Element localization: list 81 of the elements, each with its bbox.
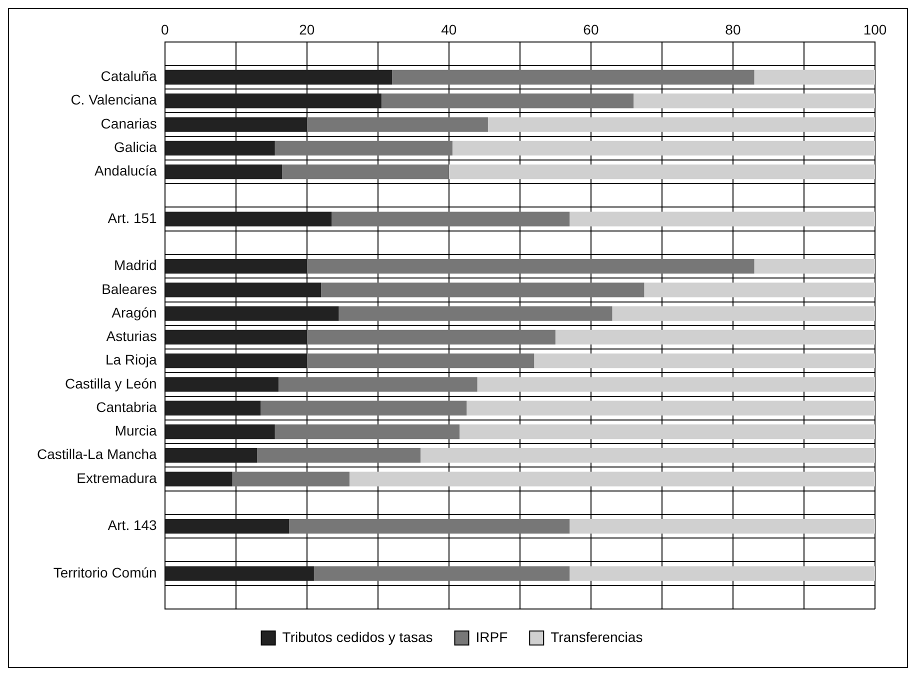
bar [466, 400, 875, 416]
bar [612, 306, 875, 321]
bar [477, 377, 875, 392]
bar [306, 258, 754, 274]
bar [165, 117, 307, 132]
y-tick-label: Baleares [102, 280, 157, 297]
bar [570, 566, 875, 581]
bar [278, 377, 478, 392]
legend-label: Transferencias [550, 628, 643, 645]
bar [274, 140, 452, 156]
y-tick-label: Extremadura [76, 470, 158, 486]
x-tick-label: 80 [725, 21, 741, 38]
legend-label: Tributos cedidos y tasas [282, 628, 433, 645]
bar [488, 117, 875, 132]
bar [332, 212, 570, 226]
bar [165, 424, 275, 440]
bar [165, 518, 290, 534]
bar [289, 518, 570, 534]
bar [452, 140, 875, 156]
bar [165, 212, 332, 226]
y-tick-label: Art. 151 [108, 210, 158, 226]
y-tick-label: Castilla-La Mancha [36, 446, 158, 462]
bar [165, 282, 322, 298]
x-tick-label: 40 [441, 21, 457, 38]
bar [165, 566, 314, 581]
bar [306, 354, 534, 368]
y-tick-label: C. Valenciana [70, 92, 158, 108]
bar [165, 94, 382, 108]
y-tick-label: Cantabria [96, 398, 158, 415]
y-tick-label: Galicia [114, 139, 158, 156]
bar [165, 448, 258, 463]
bar [338, 306, 612, 321]
legend-label: IRPF [476, 628, 508, 645]
bar [420, 448, 875, 463]
bar [314, 566, 570, 581]
bar [165, 400, 261, 416]
bar [232, 472, 350, 486]
x-tick-label: 20 [299, 21, 315, 38]
x-tick-label: 60 [583, 21, 599, 38]
bar [555, 330, 875, 345]
y-tick-label: Aragón [112, 304, 157, 320]
bar [257, 448, 420, 463]
x-tick-label: 100 [863, 21, 887, 38]
y-tick-label: Castilla y León [65, 375, 157, 392]
bar [282, 164, 449, 180]
bar [274, 424, 460, 440]
bar [349, 472, 875, 486]
bar [165, 330, 307, 345]
bar [634, 94, 875, 108]
bar [165, 354, 307, 368]
y-tick-label: La Rioja [105, 352, 158, 368]
bar [165, 258, 307, 274]
y-tick-label: Madrid [114, 257, 157, 274]
bar [165, 306, 339, 321]
x-tick-label: 0 [160, 21, 169, 38]
bar [570, 518, 875, 534]
bar [306, 330, 556, 345]
y-tick-label: Asturias [106, 328, 157, 344]
bar [321, 282, 644, 298]
y-tick-label: Andalucía [94, 162, 158, 179]
y-tick-label: Art. 143 [108, 517, 158, 534]
bar [165, 140, 275, 156]
bar [448, 164, 875, 180]
bar [165, 70, 392, 85]
bar [392, 70, 754, 85]
bar [570, 212, 875, 226]
bar [754, 70, 875, 85]
bar [260, 400, 467, 416]
y-tick-label: Murcia [114, 422, 158, 439]
bar [165, 472, 232, 486]
bar [460, 424, 875, 440]
bar [644, 282, 875, 298]
y-tick-label: Canarias [100, 115, 157, 132]
bar [754, 258, 875, 274]
bar [381, 94, 634, 108]
y-tick-label: Cataluña [100, 68, 158, 84]
bar [165, 164, 282, 180]
bar [534, 354, 875, 368]
y-tick-label: Territorio Común [53, 564, 157, 580]
bar [165, 377, 278, 392]
bar [306, 117, 488, 132]
